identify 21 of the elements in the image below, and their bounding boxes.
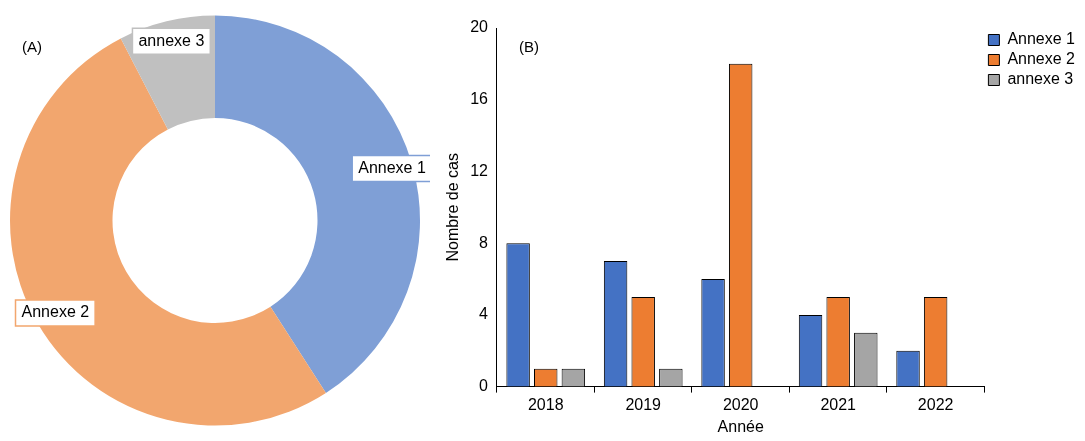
- x-tick-label: 2018: [527, 395, 564, 413]
- x-tick-label: 2021: [820, 395, 857, 413]
- x-axis-title: Année: [717, 417, 764, 435]
- x-tick-label: 2020: [722, 395, 759, 413]
- slice-label: Annexe 2: [21, 303, 90, 321]
- y-tick-label: 12: [470, 161, 489, 179]
- text: (B): [519, 37, 539, 55]
- y-tick-label: 4: [479, 305, 489, 323]
- y-tick-label: 16: [470, 90, 489, 108]
- y-tick-label: 8: [479, 233, 489, 251]
- x-tick-label: 2022: [917, 395, 954, 413]
- text: (A): [22, 37, 42, 55]
- y-axis-title: Nombre de cas: [444, 153, 462, 262]
- slice-label: Annexe 1: [358, 158, 426, 176]
- y-tick-label: 20: [470, 18, 489, 36]
- slice-label: annexe 3: [138, 31, 205, 49]
- legend-label: annexe 3: [1007, 70, 1074, 88]
- legend-label: Annexe 1: [1007, 30, 1076, 48]
- legend-label: Annexe 2: [1007, 50, 1076, 68]
- x-tick-label: 2019: [625, 395, 662, 413]
- y-tick-label: 0: [479, 377, 489, 395]
